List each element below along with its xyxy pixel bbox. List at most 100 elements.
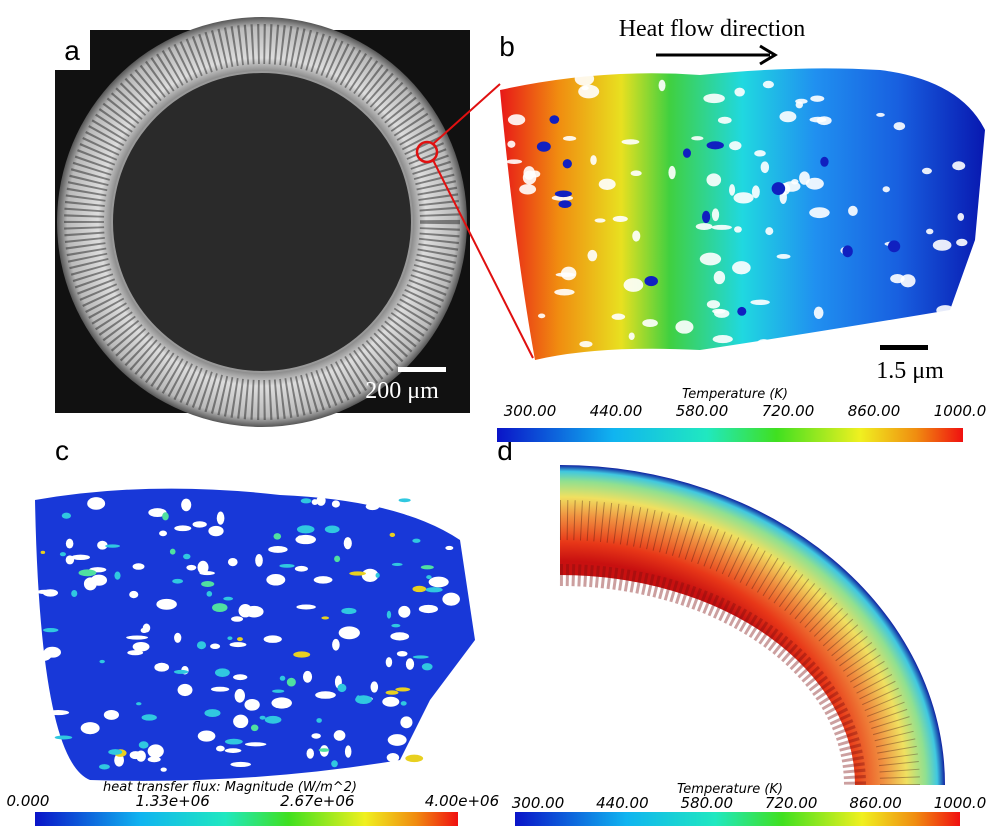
pore <box>244 742 267 747</box>
flux-spot <box>138 741 149 749</box>
pore <box>711 208 720 222</box>
pore <box>632 230 641 242</box>
pore <box>114 753 124 767</box>
pore <box>233 674 248 681</box>
pore <box>952 161 966 171</box>
pore <box>156 598 177 610</box>
pore <box>728 184 736 196</box>
flux-spot <box>395 687 411 692</box>
scale-bar <box>880 345 928 350</box>
colorbar-tick-label: 580.00 <box>676 402 729 420</box>
pore <box>186 564 197 571</box>
zoom-line <box>432 159 534 359</box>
pore <box>590 155 597 166</box>
flux-spot <box>398 498 411 503</box>
pore <box>97 540 108 550</box>
structure <box>500 68 985 360</box>
pore <box>197 560 209 575</box>
flux-spot <box>296 525 315 534</box>
colorbar-tick-label: 1000.0 <box>934 794 987 812</box>
pore <box>956 238 968 247</box>
colorbar-tick-label: 860.00 <box>848 402 901 420</box>
pore <box>920 327 933 341</box>
pore <box>154 662 170 672</box>
pore <box>263 635 282 643</box>
pore <box>734 87 745 97</box>
flux-spot <box>172 578 184 584</box>
pore <box>876 112 885 117</box>
pore <box>442 592 460 606</box>
pore <box>338 626 360 640</box>
annotation: Heat flow direction <box>619 16 806 42</box>
cold-spot <box>549 115 560 124</box>
pore <box>230 761 252 768</box>
colorbar-tick-label: 720.00 <box>765 794 818 812</box>
flux-spot <box>40 550 46 554</box>
pore <box>554 288 575 296</box>
pore <box>405 658 415 670</box>
colorbar-tick-label: 580.00 <box>681 794 734 812</box>
arrow-head <box>759 44 778 66</box>
scale-label: 200 μm <box>365 378 439 404</box>
flux-spot <box>183 553 191 560</box>
pore <box>630 170 642 177</box>
pore <box>733 192 754 204</box>
pore <box>799 171 810 185</box>
pore <box>386 753 400 763</box>
flux-spot <box>421 663 433 671</box>
cold-spot <box>644 275 658 287</box>
pore <box>316 495 326 506</box>
pore <box>712 335 733 344</box>
flux-spot <box>420 565 434 570</box>
pore <box>642 319 658 328</box>
pore <box>87 497 106 510</box>
pore <box>129 590 139 599</box>
flux-spot <box>324 525 340 534</box>
pore <box>581 85 589 91</box>
pore <box>238 603 253 618</box>
pore <box>717 116 732 124</box>
bore <box>111 71 413 373</box>
pore <box>848 205 858 217</box>
pore <box>957 212 965 221</box>
colorbar-tick-label: 860.00 <box>849 794 902 812</box>
pore <box>711 224 732 230</box>
pore <box>365 503 380 511</box>
pore <box>813 306 824 319</box>
pore <box>90 574 108 586</box>
label-box <box>55 30 90 70</box>
pore <box>148 508 167 518</box>
pore <box>311 733 321 739</box>
pore <box>174 632 182 643</box>
pore <box>147 744 164 759</box>
scale-bar <box>398 367 446 372</box>
pore <box>750 299 770 306</box>
flux-spot <box>237 637 243 642</box>
pore <box>47 710 70 716</box>
pore <box>621 139 640 145</box>
panel-label: a <box>64 35 80 66</box>
pore <box>765 227 774 236</box>
flux-spot <box>78 569 97 577</box>
pore <box>132 642 150 652</box>
pore <box>447 496 455 507</box>
pore <box>563 135 577 141</box>
pore <box>294 565 308 572</box>
pore <box>921 167 932 175</box>
colorbar-tick-label: 720.00 <box>762 402 815 420</box>
cold-spot <box>554 190 572 198</box>
pore <box>390 632 410 641</box>
cold-spot <box>536 141 551 152</box>
pore <box>507 140 516 148</box>
pore <box>754 150 766 157</box>
flux-spot <box>412 538 421 543</box>
flux-spot <box>98 764 110 770</box>
pore <box>729 141 742 151</box>
pore <box>65 555 75 565</box>
pore <box>732 261 751 275</box>
pore <box>210 686 230 692</box>
flux-spot <box>99 659 105 664</box>
pore <box>306 748 314 759</box>
flux-spot <box>405 754 424 763</box>
